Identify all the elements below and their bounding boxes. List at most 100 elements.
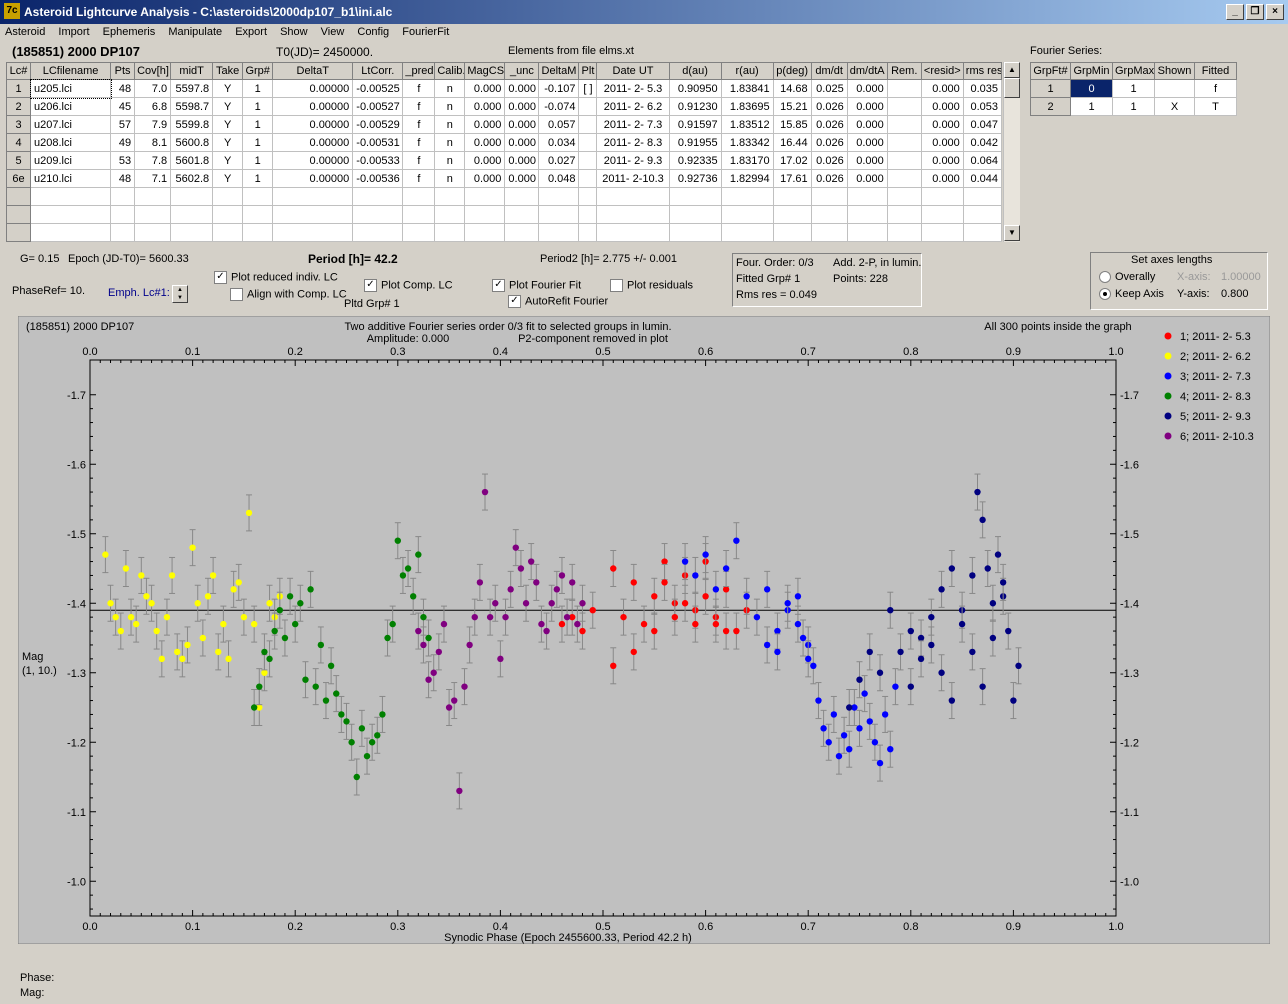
data-point[interactable] bbox=[317, 641, 325, 649]
table-cell[interactable]: 0.027 bbox=[538, 151, 580, 170]
table-cell[interactable] bbox=[402, 223, 436, 242]
table-cell[interactable] bbox=[668, 205, 722, 224]
data-point[interactable] bbox=[553, 586, 561, 593]
menu-config[interactable]: Config bbox=[357, 26, 390, 38]
table-cell[interactable]: 0.00000 bbox=[272, 79, 354, 98]
data-point[interactable] bbox=[363, 752, 371, 760]
table-cell[interactable] bbox=[5, 187, 32, 206]
table-cell[interactable] bbox=[962, 187, 1003, 206]
table-cell[interactable]: 2011- 2- 5.3 bbox=[596, 79, 670, 98]
data-point[interactable] bbox=[189, 544, 196, 551]
column-header[interactable]: _unc bbox=[504, 62, 540, 80]
data-point[interactable] bbox=[127, 613, 135, 621]
data-point[interactable] bbox=[451, 697, 458, 704]
fourier-cell[interactable]: X bbox=[1154, 97, 1195, 116]
column-header[interactable]: MagCS bbox=[464, 62, 506, 80]
data-point[interactable] bbox=[630, 579, 637, 586]
column-header[interactable]: Grp# bbox=[242, 62, 274, 80]
data-point[interactable] bbox=[358, 725, 366, 732]
data-point[interactable] bbox=[569, 613, 576, 621]
data-point[interactable] bbox=[887, 746, 894, 753]
table-cell[interactable] bbox=[110, 205, 136, 224]
data-point[interactable] bbox=[871, 739, 879, 746]
table-cell[interactable]: -0.107 bbox=[538, 79, 580, 98]
data-point[interactable] bbox=[712, 620, 720, 628]
data-point[interactable] bbox=[466, 641, 473, 649]
emph-spinner[interactable]: ▲ ▼ bbox=[172, 285, 188, 303]
data-point[interactable] bbox=[994, 551, 1002, 558]
data-point[interactable] bbox=[661, 579, 668, 586]
table-cell[interactable]: Y bbox=[212, 97, 244, 116]
table-cell[interactable]: 15.21 bbox=[772, 97, 812, 116]
data-point[interactable] bbox=[461, 683, 468, 690]
table-cell[interactable]: 0.047 bbox=[962, 115, 1003, 134]
table-cell[interactable]: Y bbox=[212, 133, 244, 152]
data-point[interactable] bbox=[512, 544, 519, 551]
table-cell[interactable] bbox=[886, 187, 922, 206]
data-point[interactable] bbox=[138, 572, 145, 579]
data-point[interactable] bbox=[281, 634, 289, 642]
table-cell[interactable]: 0.91230 bbox=[668, 97, 722, 116]
data-point[interactable] bbox=[430, 669, 437, 676]
data-point[interactable] bbox=[558, 572, 566, 579]
table-cell[interactable]: 0.026 bbox=[810, 151, 848, 170]
table-cell[interactable]: f bbox=[402, 169, 436, 188]
data-point[interactable] bbox=[389, 620, 396, 628]
table-cell[interactable] bbox=[578, 187, 598, 206]
table-cell[interactable]: 6.8 bbox=[134, 97, 172, 116]
column-header[interactable]: Cov[h] bbox=[134, 62, 172, 80]
fourier-column-header[interactable]: GrpMax bbox=[1112, 62, 1155, 80]
table-cell[interactable]: 0.91597 bbox=[668, 115, 722, 134]
menu-show[interactable]: Show bbox=[280, 26, 308, 38]
table-cell[interactable]: f bbox=[402, 115, 436, 134]
table-cell[interactable]: 0.00000 bbox=[272, 151, 354, 170]
table-cell[interactable]: Y bbox=[212, 169, 244, 188]
table-cell[interactable] bbox=[212, 187, 244, 206]
column-header[interactable]: Plt bbox=[578, 62, 598, 80]
data-point[interactable] bbox=[117, 627, 124, 635]
data-point[interactable] bbox=[810, 662, 817, 669]
table-cell[interactable] bbox=[772, 187, 812, 206]
data-point[interactable] bbox=[404, 565, 412, 572]
data-point[interactable] bbox=[805, 655, 812, 663]
data-point[interactable] bbox=[492, 600, 499, 607]
data-point[interactable] bbox=[276, 607, 284, 614]
table-cell[interactable]: 5597.8 bbox=[170, 79, 214, 98]
data-point[interactable] bbox=[620, 613, 627, 621]
table-cell[interactable] bbox=[352, 223, 404, 242]
data-point[interactable] bbox=[722, 627, 730, 635]
table-cell[interactable]: 5599.8 bbox=[170, 115, 214, 134]
table-cell[interactable] bbox=[434, 187, 466, 206]
table-cell[interactable]: 1 bbox=[242, 133, 274, 152]
data-point[interactable] bbox=[256, 704, 263, 711]
data-point[interactable] bbox=[312, 683, 319, 690]
table-cell[interactable]: 1 bbox=[242, 151, 274, 170]
table-cell[interactable]: 0.026 bbox=[810, 169, 848, 188]
data-point[interactable] bbox=[928, 613, 935, 621]
table-row[interactable]: 4 u208.lci 49 8.1 5600.8 Y 1 0.00000 -0.00531 f n 0… bbox=[5, 133, 1003, 152]
table-cell[interactable] bbox=[272, 187, 354, 206]
table-cell[interactable] bbox=[5, 205, 32, 224]
data-point[interactable] bbox=[348, 739, 355, 746]
table-cell[interactable]: 7.8 bbox=[134, 151, 172, 170]
data-point[interactable] bbox=[271, 627, 278, 635]
menu-view[interactable]: View bbox=[320, 26, 345, 38]
table-cell[interactable]: 2 bbox=[5, 97, 32, 116]
table-cell[interactable] bbox=[596, 205, 670, 224]
table-cell[interactable] bbox=[464, 187, 506, 206]
data-point[interactable] bbox=[292, 620, 299, 628]
column-header[interactable]: Take bbox=[212, 62, 244, 80]
table-cell[interactable]: n bbox=[434, 169, 466, 188]
table-cell[interactable] bbox=[886, 115, 922, 134]
period-field[interactable]: Period [h]= 42.2 bbox=[308, 252, 398, 266]
table-cell[interactable] bbox=[720, 187, 774, 206]
data-point[interactable] bbox=[302, 676, 309, 683]
table-cell[interactable]: 0.00000 bbox=[272, 115, 354, 134]
data-point[interactable] bbox=[1015, 662, 1022, 669]
table-cell[interactable] bbox=[578, 169, 598, 188]
table-cell[interactable]: u207.lci bbox=[30, 115, 112, 134]
table-cell[interactable]: 16.44 bbox=[772, 133, 812, 152]
table-row[interactable]: 5 u209.lci 53 7.8 5601.8 Y 1 0.00000 -0.00533 f n 0… bbox=[5, 151, 1003, 170]
table-cell[interactable] bbox=[110, 223, 136, 242]
table-cell[interactable]: 0.000 bbox=[504, 97, 540, 116]
